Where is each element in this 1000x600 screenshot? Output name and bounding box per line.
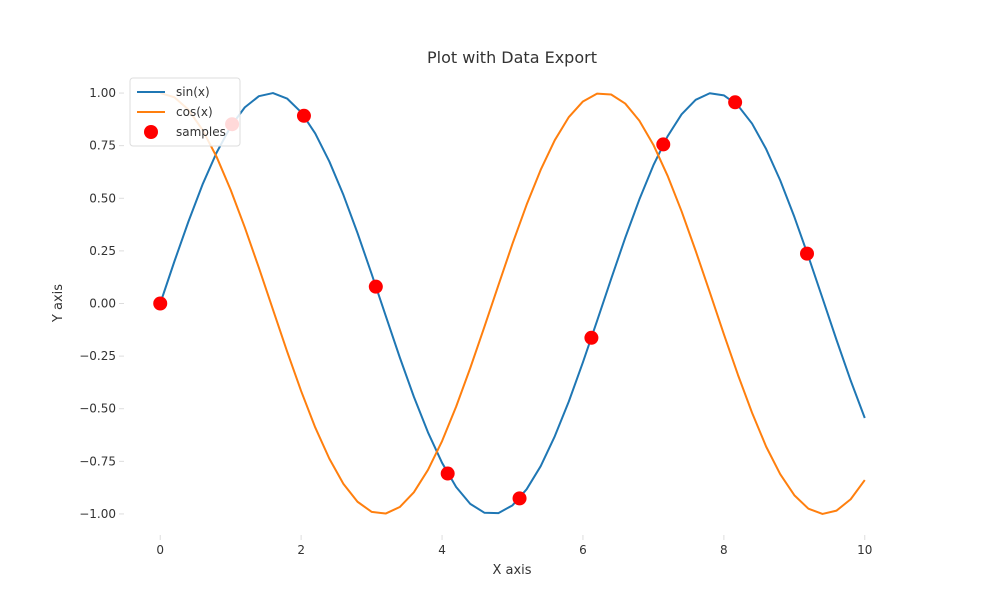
y-tick-label: −1.00 (79, 507, 116, 521)
x-tick-label: 0 (156, 543, 164, 557)
sample-point (656, 137, 671, 152)
x-axis-label: X axis (492, 563, 531, 578)
sample-point (368, 279, 383, 294)
x-tick-label: 8 (720, 543, 728, 557)
sample-point (512, 491, 527, 506)
legend-label: cos(x) (176, 105, 213, 119)
x-tick-label: 2 (297, 543, 305, 557)
y-axis: 1.00 0.75 0.50 0.25 0.00 −0.25 −0.50 −0.75 −1.00 (79, 86, 124, 521)
y-tick-label: 0.00 (89, 297, 116, 311)
sample-point (584, 330, 599, 345)
y-tick-label: −0.25 (79, 349, 116, 363)
legend-label: samples (176, 125, 226, 139)
series-line-cosx (159, 92, 866, 515)
series-lines (159, 92, 866, 515)
legend-box (129, 77, 241, 147)
sample-point (296, 108, 311, 123)
sample-point (440, 466, 455, 481)
x-axis: 0 2 4 6 8 10 (156, 535, 872, 557)
y-tick-label: 0.25 (89, 244, 116, 258)
legend-marker-swatch (144, 125, 158, 139)
y-tick-label: −0.50 (79, 402, 116, 416)
y-axis-label: Y axis (51, 284, 66, 323)
y-tick-label: 0.75 (89, 139, 116, 153)
y-tick-label: 0.50 (89, 191, 116, 205)
x-tick-label: 4 (438, 543, 446, 557)
y-tick-label: −0.75 (79, 454, 116, 468)
legend: sin(x) cos(x) samples (129, 77, 241, 147)
x-tick-label: 6 (579, 543, 587, 557)
y-tick-label: 1.00 (89, 86, 116, 100)
x-tick-label: 10 (857, 543, 872, 557)
sample-point (800, 246, 814, 261)
sample-point (728, 95, 743, 110)
chart-title: Plot with Data Export (427, 48, 597, 67)
series-line-sinx (159, 92, 866, 515)
sample-point (153, 296, 168, 311)
legend-label: sin(x) (176, 85, 210, 99)
